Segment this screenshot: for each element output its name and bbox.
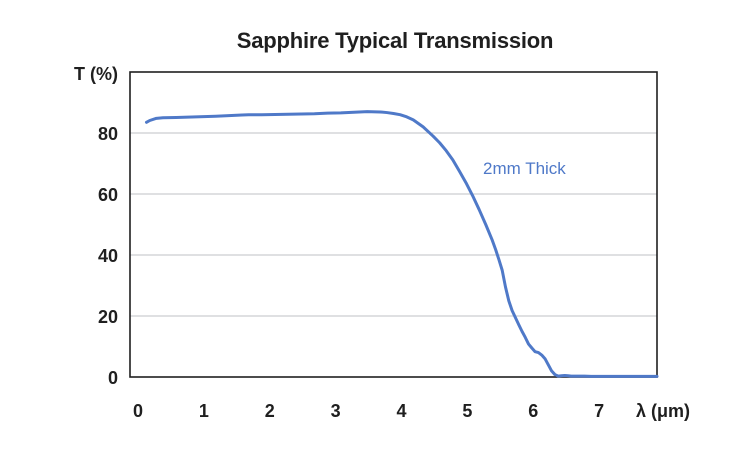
y-tick-label-4: 80 (98, 124, 118, 144)
x-tick-label-7: 7 (594, 401, 604, 421)
x-tick-label-5: 5 (462, 401, 472, 421)
grid-lines (130, 132, 657, 317)
series-layer (144, 110, 659, 378)
x-tick-label-2: 2 (265, 401, 275, 421)
y-tick-label-1: 20 (98, 307, 118, 327)
x-tick-label-6: 6 (528, 401, 538, 421)
plot-frame (129, 71, 658, 378)
x-tick-labels: 0 1 2 3 4 5 6 7 (133, 401, 604, 421)
x-tick-label-3: 3 (331, 401, 341, 421)
y-tick-labels: 0 20 40 60 80 (98, 124, 118, 388)
x-axis-label: λ (μm) (636, 401, 690, 421)
series-annotation-2mm-thick: 2mm Thick (483, 159, 566, 178)
x-tick-label-1: 1 (199, 401, 209, 421)
y-tick-label-2: 40 (98, 246, 118, 266)
y-tick-label-3: 60 (98, 185, 118, 205)
x-tick-label-4: 4 (396, 401, 406, 421)
y-axis-label: T (%) (74, 64, 118, 84)
x-tick-label-0: 0 (133, 401, 143, 421)
chart-title: Sapphire Typical Transmission (237, 28, 554, 53)
series-line-0 (144, 110, 659, 378)
y-tick-label-0: 0 (108, 368, 118, 388)
